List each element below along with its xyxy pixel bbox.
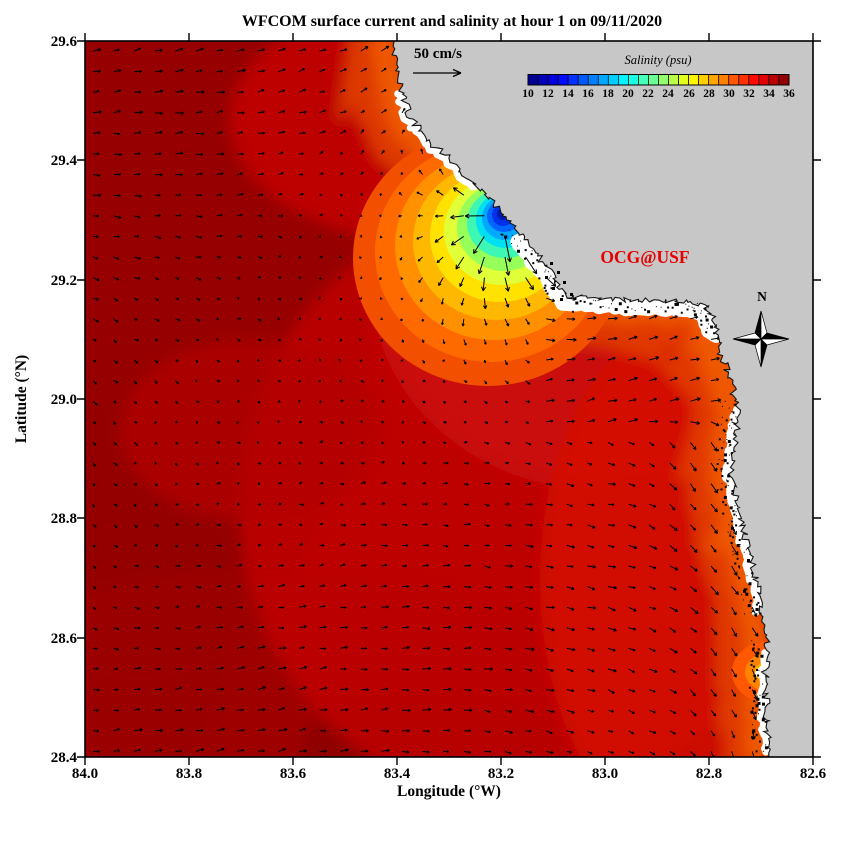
colorbar-tick-label: 20	[622, 88, 634, 100]
current-vectors	[92, 45, 759, 757]
x-tick-label: 83.4	[384, 766, 411, 782]
colorbar-title: Salinity (psu)	[624, 53, 691, 67]
y-tick-label: 28.4	[51, 750, 78, 766]
colorbar-tick-label: 26	[683, 88, 695, 100]
scale-arrow-label: 50 cm/s	[414, 46, 462, 62]
x-tick-label: 82.8	[696, 766, 722, 782]
watermark: OCG@USF	[600, 247, 689, 267]
colorbar-tick-label: 28	[703, 88, 715, 100]
colorbar-tick-label: 36	[783, 88, 795, 100]
colorbar	[527, 74, 790, 86]
compass-north-label: N	[757, 289, 767, 304]
x-tick-label: 83.0	[592, 766, 618, 782]
x-tick-labels: 84.0 83.8 83.6 83.4 83.2 83.0 82.8 82.6	[72, 766, 827, 782]
colorbar-tick-label: 24	[662, 88, 674, 100]
colorbar-tick-label: 12	[542, 88, 554, 100]
x-tick-label: 83.8	[176, 766, 202, 782]
y-tick-label: 28.6	[51, 631, 78, 647]
colorbar-tick-label: 18	[602, 88, 614, 100]
x-tick-label: 84.0	[72, 766, 98, 782]
y-tick-labels: 29.6 29.4 29.2 29.0 28.8 28.6 28.4	[51, 34, 78, 766]
y-tick-label: 29.6	[51, 34, 78, 50]
colorbar-tick-label: 22	[642, 88, 654, 100]
x-tick-label: 82.6	[800, 766, 827, 782]
colorbar-tick-label: 30	[723, 88, 735, 100]
river-plume	[353, 130, 800, 702]
y-axis-label: Latitude (°N)	[13, 355, 30, 443]
colorbar-tick-labels: 10 12 14 16 18 20 22 24 26 28 30 32 34 3…	[522, 88, 795, 100]
x-tick-label: 83.2	[488, 766, 514, 782]
y-tick-label: 29.2	[51, 273, 77, 289]
compass-rose	[732, 310, 790, 368]
colorbar-tick-label: 34	[763, 88, 775, 100]
colorbar-tick-label: 16	[582, 88, 594, 100]
figure-title: WFCOM surface current and salinity at ho…	[242, 13, 662, 30]
land-mass	[391, 41, 813, 757]
axis-frame	[84, 40, 814, 758]
axis-ticks	[77, 33, 821, 765]
y-tick-label: 28.8	[51, 511, 77, 527]
x-tick-label: 83.6	[280, 766, 307, 782]
coastline	[391, 41, 813, 757]
colorbar-tick-label: 10	[522, 88, 534, 100]
colorbar-tick-label: 14	[562, 88, 574, 100]
x-axis-label: Longitude (°W)	[397, 783, 501, 800]
y-tick-label: 29.4	[51, 153, 78, 169]
y-tick-label: 29.0	[51, 392, 77, 408]
scale-arrow	[413, 68, 462, 78]
colorbar-tick-label: 32	[743, 88, 755, 100]
